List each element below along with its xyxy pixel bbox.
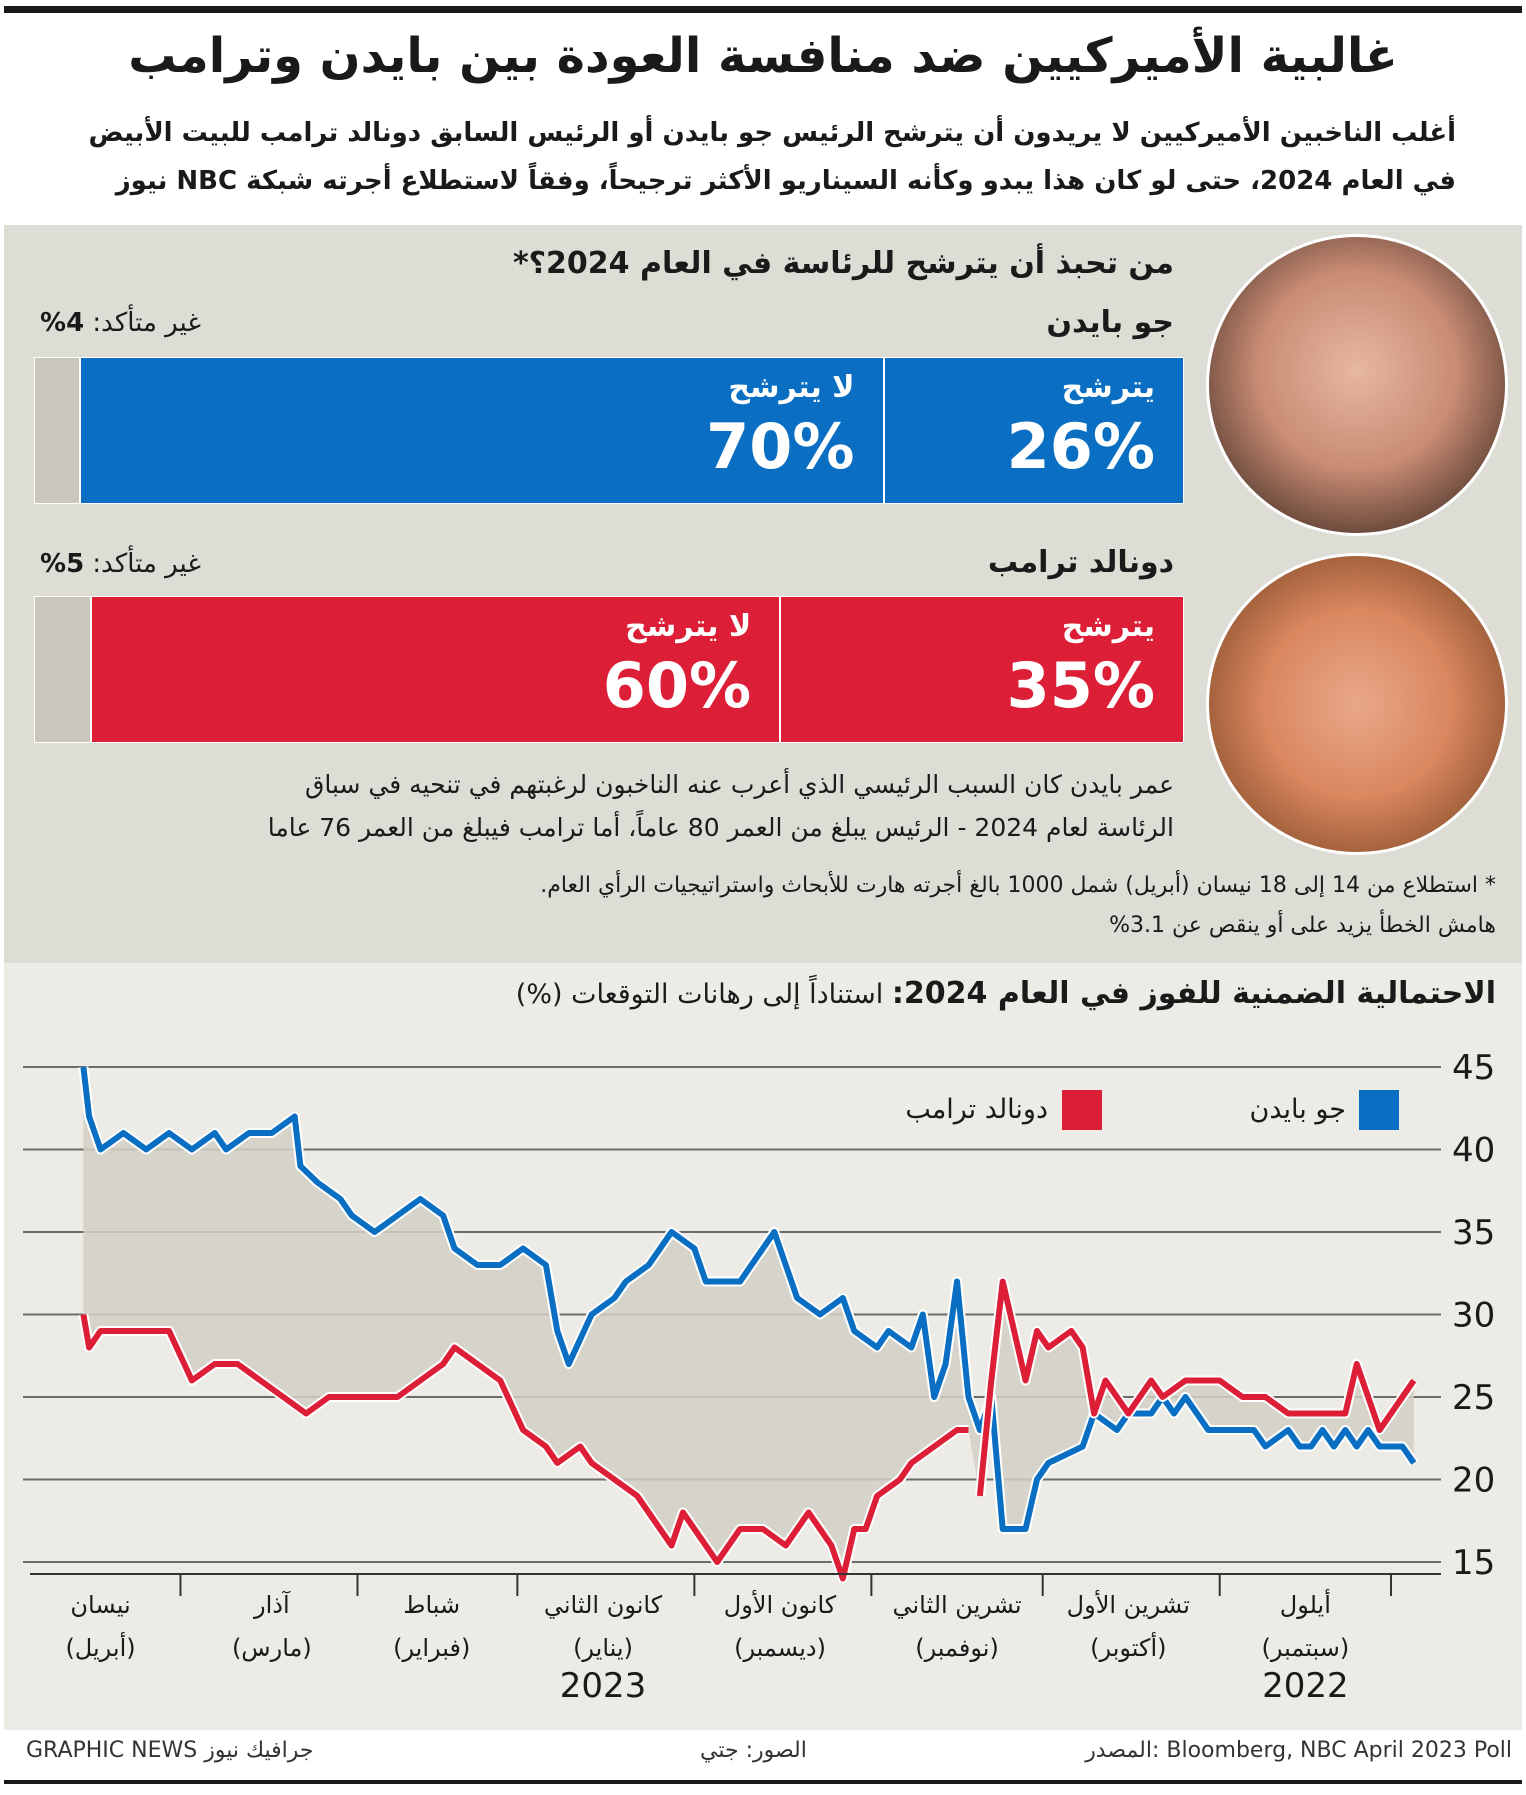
chart-title: الاحتمالية الضمنية للفوز في العام 2024: … <box>516 976 1496 1011</box>
month-label: شباط (فبراير) <box>347 1584 517 1670</box>
y-tick-label: 35 <box>1452 1213 1495 1253</box>
year-label: 2023 <box>559 1666 647 1706</box>
bottom-rule <box>4 1780 1522 1784</box>
biden-unsure-segment <box>35 358 81 503</box>
month-label: نيسان (أبريل) <box>16 1584 186 1670</box>
graphic-news-credit: GRAPHIC NEWS جرافيك نيوز <box>26 1738 314 1763</box>
month-name: تشرين الأول <box>1066 1591 1190 1619</box>
month-label: كانون الأول (ديسمبر) <box>695 1584 865 1670</box>
month-name: شباط <box>403 1591 461 1619</box>
trump-bar: لا يترشح 60% يترشح 35% <box>34 596 1184 743</box>
y-tick-label: 45 <box>1452 1048 1495 1088</box>
y-tick-label: 20 <box>1452 1461 1495 1501</box>
run-label: يترشح <box>1061 609 1155 644</box>
biden-unsure: غير متأكد: 4% <box>40 308 201 338</box>
y-tick-label: 15 <box>1452 1543 1495 1583</box>
trump-line <box>80 1313 969 1582</box>
footnote-line-2: هامش الخطأ يزيد على أو ينقص عن 3.1% <box>1109 913 1496 938</box>
unsure-value: 5% <box>40 549 85 579</box>
biden-line <box>80 1066 1417 1532</box>
month-label: تشرين الأول (أكتوبر) <box>1043 1584 1213 1670</box>
legend-trump-swatch <box>1062 1090 1102 1130</box>
trump-unsure-segment <box>35 597 93 742</box>
poll-question: من تحبذ أن يترشح للرئاسة في العام 2024؟* <box>512 246 1174 281</box>
trump-line <box>976 1278 1417 1497</box>
norun-value: 70% <box>706 410 855 483</box>
norun-value: 60% <box>602 649 752 722</box>
trump-norun-segment: لا يترشح 60% <box>92 597 782 742</box>
biden-photo <box>1206 234 1508 536</box>
norun-label: لا يترشح <box>625 609 752 644</box>
y-tick-label: 25 <box>1452 1378 1495 1418</box>
month-label: تشرين الثاني (نوفمبر) <box>872 1584 1042 1670</box>
run-label: يترشح <box>1061 370 1155 405</box>
top-rule <box>4 6 1522 13</box>
month-name: تشرين الثاني <box>892 1591 1022 1619</box>
run-value: 26% <box>1006 410 1155 483</box>
month-alt-name: (نوفمبر) <box>915 1634 999 1662</box>
note-line-1: عمر بايدن كان السبب الرئيسي الذي أعرب عن… <box>304 770 1174 799</box>
year-label: 2022 <box>1262 1666 1349 1706</box>
legend-biden-label: جو بايدن <box>1249 1094 1346 1125</box>
month-alt-name: (سبتمبر) <box>1261 1634 1350 1662</box>
chart-title-bold: الاحتمالية الضمنية للفوز في العام 2024: <box>891 976 1496 1011</box>
month-alt-name: (يناير) <box>573 1634 633 1662</box>
norun-label: لا يترشح <box>728 370 855 405</box>
month-name: كانون الأول <box>723 1591 837 1619</box>
month-name: آذار <box>254 1591 290 1619</box>
month-alt-name: (مارس) <box>231 1634 312 1662</box>
y-tick-label: 40 <box>1452 1131 1495 1171</box>
biden-run-segment: يترشح 26% <box>884 358 1183 503</box>
photo-credit: الصور: جتي <box>700 1738 807 1763</box>
month-alt-name: (ديسمبر) <box>734 1634 826 1662</box>
subtitle-line-2: في العام 2024، حتى لو كان هذا يبدو وكأنه… <box>115 166 1456 196</box>
unsure-label: غير متأكد: <box>92 549 201 579</box>
month-alt-name: (أبريل) <box>65 1634 136 1662</box>
chart-title-rest: استناداً إلى رهانات التوقعات (%) <box>515 979 892 1010</box>
legend-trump-label: دونالد ترامب <box>905 1094 1048 1125</box>
unsure-value: 4% <box>40 308 85 338</box>
month-label: كانون الثاني (يناير) <box>518 1584 688 1670</box>
month-label: أيلول (سبتمبر) <box>1220 1584 1390 1670</box>
biden-bar: لا يترشح 70% يترشح 26% <box>34 357 1184 504</box>
gap-shading <box>83 1067 1414 1579</box>
unsure-label: غير متأكد: <box>92 308 201 338</box>
trump-unsure: غير متأكد: 5% <box>40 549 201 579</box>
legend-biden-swatch <box>1359 1090 1399 1130</box>
page-title: غالبية الأميركيين ضد منافسة العودة بين ب… <box>128 28 1398 84</box>
month-name: كانون الثاني <box>543 1591 663 1619</box>
y-tick-label: 30 <box>1452 1296 1495 1336</box>
month-label: آذار (مارس) <box>187 1584 357 1670</box>
run-value: 35% <box>1006 649 1155 722</box>
month-alt-name: (فبراير) <box>393 1634 471 1662</box>
trump-name: دونالد ترامب <box>987 545 1174 580</box>
month-alt-name: (أكتوبر) <box>1090 1634 1167 1662</box>
biden-norun-segment: لا يترشح 70% <box>80 358 885 503</box>
month-name: أيلول <box>1279 1591 1331 1619</box>
trump-run-segment: يترشح 35% <box>781 597 1183 742</box>
subtitle-line-1: أغلب الناخبين الأميركيين لا يريدون أن يت… <box>88 118 1456 148</box>
footnote-line-1: * استطلاع من 14 إلى 18 نيسان (أبريل) شمل… <box>540 873 1496 898</box>
biden-name: جو بايدن <box>1046 305 1174 340</box>
trump-photo <box>1206 553 1508 855</box>
source: المصدر: Bloomberg, NBC April 2023 Poll <box>1085 1738 1512 1763</box>
note-line-2: الرئاسة لعام 2024 - الرئيس يبلغ من العمر… <box>267 813 1174 842</box>
month-name: نيسان <box>70 1591 131 1619</box>
